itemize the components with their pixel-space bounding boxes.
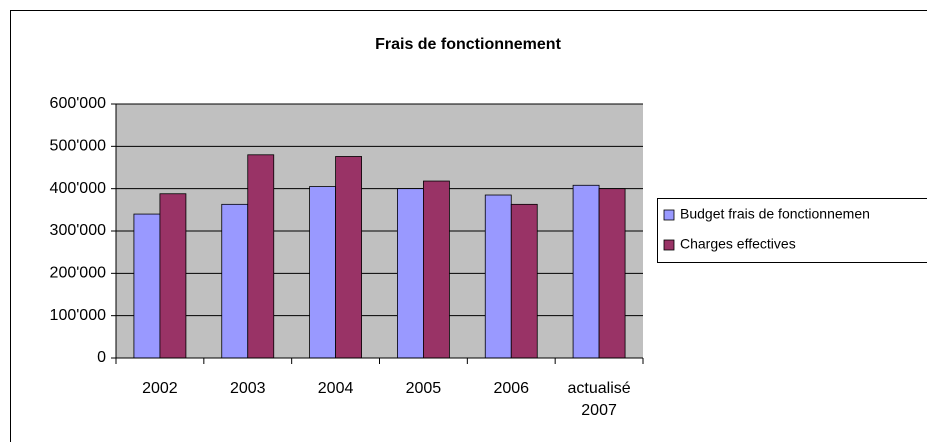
y-tick-label: 600'000 bbox=[50, 95, 107, 112]
legend-label: Charges effectives bbox=[680, 236, 796, 252]
bar bbox=[510, 203, 538, 359]
legend-swatch bbox=[663, 239, 675, 251]
bar bbox=[598, 188, 626, 359]
legend-label: Budget frais de fonctionnemen bbox=[680, 206, 870, 222]
bar bbox=[484, 194, 512, 359]
y-tick-label: 200'000 bbox=[50, 265, 107, 282]
bar bbox=[335, 156, 362, 359]
y-tick-label: 400'000 bbox=[50, 180, 107, 197]
x-tick-label: 2005 bbox=[405, 380, 442, 397]
bar bbox=[133, 213, 161, 359]
legend-swatch bbox=[663, 209, 675, 221]
x-tick-label: 2003 bbox=[229, 380, 266, 397]
chart-title: Frais de fonctionnement bbox=[375, 36, 561, 53]
bar bbox=[159, 193, 187, 359]
bar bbox=[572, 184, 600, 359]
x-tick-label: 2006 bbox=[493, 380, 530, 397]
y-tick-label: 100'000 bbox=[50, 307, 107, 324]
bar bbox=[423, 180, 450, 359]
y-tick-label: 300'000 bbox=[50, 222, 107, 239]
legend-box bbox=[657, 198, 927, 263]
x-tick-label: 2002 bbox=[142, 380, 178, 397]
x-tick-label: 2004 bbox=[317, 380, 354, 397]
bar bbox=[397, 188, 424, 359]
bar bbox=[221, 203, 249, 359]
y-tick-label: 500'000 bbox=[50, 138, 107, 155]
y-tick-label: 0 bbox=[97, 349, 106, 366]
bar bbox=[309, 186, 336, 359]
bar bbox=[247, 154, 275, 359]
x-tick-label: actualisé 2007 bbox=[567, 380, 631, 419]
